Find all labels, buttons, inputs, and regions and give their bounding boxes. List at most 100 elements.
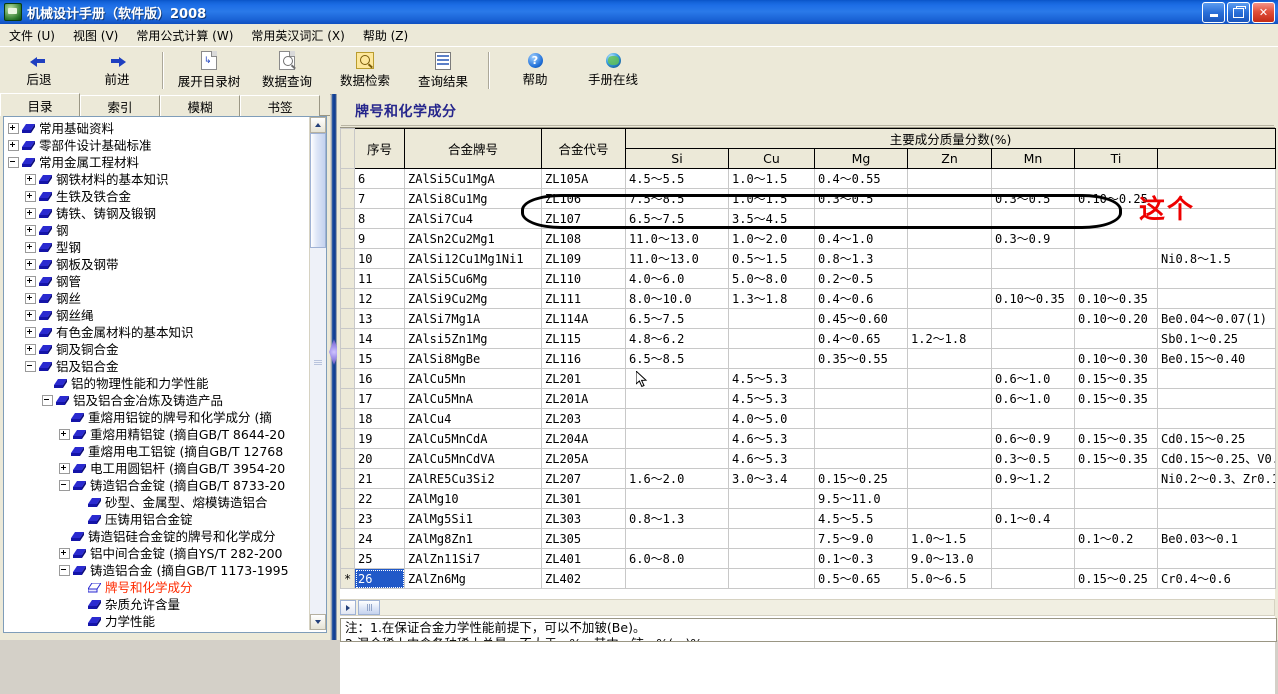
menu-item-help[interactable]: 帮助 (Z) [362, 28, 409, 43]
cell-seq[interactable]: 25 [354, 548, 405, 569]
cell-other[interactable] [1156, 228, 1277, 249]
cell-cu[interactable]: 0.5～1.5 [728, 248, 815, 269]
table-row[interactable]: 24 ZAlMg8Zn1 ZL305 7.5～9.0 1.0～1.5 0.1～0.2 Be0… [340, 528, 1277, 549]
directory-tree[interactable]: 常用基础资料 零部件设计基础标准 常用金属工程材料 钢铁材料的基本知识 生铁及铁合金 铸铁… [4, 117, 310, 630]
cell-ti[interactable] [1074, 548, 1158, 569]
row-header-cell[interactable] [340, 428, 355, 449]
cell-cu[interactable]: 4.5～5.3 [728, 368, 815, 389]
row-header-cell[interactable] [340, 228, 355, 249]
row-header-cell[interactable] [340, 268, 355, 289]
cell-si[interactable] [625, 388, 729, 409]
toolbar-expand-tree-button[interactable]: ↳ 展开目录树 [170, 47, 248, 94]
cell-code[interactable]: ZL111 [541, 288, 626, 309]
expand-plus-icon[interactable] [59, 463, 70, 474]
cell-seq[interactable]: 13 [354, 308, 405, 329]
cell-other[interactable]: Cd0.15～0.25 [1156, 428, 1277, 449]
expand-plus-icon[interactable] [25, 225, 36, 236]
collapse-minus-icon[interactable] [8, 157, 19, 168]
cell-seq[interactable]: 6 [354, 168, 405, 189]
cell-mn[interactable] [991, 348, 1075, 369]
cell-other[interactable]: Cr0.4～0.6 [1156, 568, 1277, 589]
row-header-cell[interactable] [340, 488, 355, 509]
cell-ti[interactable] [1074, 208, 1158, 229]
cell-code[interactable]: ZL110 [541, 268, 626, 289]
cell-grade[interactable]: ZAlCu5MnCdVA [404, 448, 542, 469]
cell-zn[interactable] [907, 208, 992, 229]
cell-zn[interactable]: 5.0～6.5 [907, 568, 992, 589]
row-header-cell[interactable] [340, 248, 355, 269]
cell-ti[interactable]: 0.1～0.2 [1074, 528, 1158, 549]
tree-item[interactable]: 钢铁材料的基本知识 [4, 171, 310, 188]
cell-cu[interactable]: 4.6～5.3 [728, 448, 815, 469]
cell-ti[interactable] [1074, 328, 1158, 349]
tree-item[interactable]: 铜及铜合金 [4, 341, 310, 358]
toolbar-data-query-button[interactable]: 数据查询 [248, 47, 326, 94]
cell-zn[interactable] [907, 348, 992, 369]
cell-seq[interactable]: 9 [354, 228, 405, 249]
cell-mg[interactable]: 7.5～9.0 [814, 528, 908, 549]
cell-mn[interactable] [991, 168, 1075, 189]
maximize-button[interactable] [1227, 2, 1250, 23]
expand-plus-icon[interactable] [25, 344, 36, 355]
cell-mg[interactable] [814, 408, 908, 429]
cell-cu[interactable]: 4.0～5.0 [728, 408, 815, 429]
tree-item[interactable]: 电工用圆铝杆 (摘自GB/T 3954-20 [4, 460, 310, 477]
cell-grade[interactable]: ZAlZn11Si7 [404, 548, 542, 569]
cell-zn[interactable] [907, 388, 992, 409]
cell-other[interactable] [1156, 388, 1277, 409]
row-header-cell[interactable] [340, 348, 355, 369]
cell-mg[interactable]: 0.4～0.65 [814, 328, 908, 349]
cell-ti[interactable] [1074, 168, 1158, 189]
tree-item[interactable]: 钢丝 [4, 290, 310, 307]
cell-other[interactable] [1156, 488, 1277, 509]
cell-cu[interactable] [728, 548, 815, 569]
cell-grade[interactable]: ZAlSi7Cu4 [404, 208, 542, 229]
table-row[interactable]: 21 ZAlRE5Cu3Si2 ZL207 1.6～2.0 3.0～3.4 0.15～0.… [340, 468, 1277, 489]
cell-seq[interactable]: 20 [354, 448, 405, 469]
cell-zn[interactable] [907, 368, 992, 389]
cell-mg[interactable]: 0.8～1.3 [814, 248, 908, 269]
cell-code[interactable]: ZL115 [541, 328, 626, 349]
cell-si[interactable]: 8.0～10.0 [625, 288, 729, 309]
cell-mg[interactable] [814, 428, 908, 449]
row-header-cell[interactable] [340, 548, 355, 569]
cell-grade[interactable]: ZAlCu5MnA [404, 388, 542, 409]
table-row[interactable]: 9 ZAlSn2Cu2Mg1 ZL108 11.0～13.0 1.0～2.0 0.4～1.… [340, 228, 1277, 249]
cell-si[interactable]: 1.6～2.0 [625, 468, 729, 489]
cell-code[interactable]: ZL401 [541, 548, 626, 569]
cell-si[interactable] [625, 568, 729, 589]
cell-zn[interactable] [907, 168, 992, 189]
cell-grade[interactable]: ZAlZn6Mg [404, 568, 542, 589]
table-row[interactable]: 7 ZAlSi8Cu1Mg ZL106 7.5～8.5 1.0～1.5 0.3～0.5 0.… [340, 188, 1277, 209]
menu-item-formulas[interactable]: 常用公式计算 (W) [136, 28, 234, 43]
cell-mn[interactable] [991, 308, 1075, 329]
tree-item[interactable]: 铝及铝合金冶炼及铸造产品 [4, 392, 310, 409]
col-zn[interactable]: Zn [907, 148, 992, 169]
cell-ti[interactable]: 0.10～0.30 [1074, 348, 1158, 369]
cell-mn[interactable]: 0.9～1.2 [991, 468, 1075, 489]
cell-other[interactable] [1156, 188, 1277, 209]
row-header-cell[interactable] [340, 408, 355, 429]
cell-ti[interactable] [1074, 468, 1158, 489]
cell-other[interactable]: Cd0.15～0.25、V0.05～0.3 [1156, 448, 1277, 469]
cell-cu[interactable]: 1.0～1.5 [728, 188, 815, 209]
expand-plus-icon[interactable] [25, 293, 36, 304]
cell-seq[interactable]: 21 [354, 468, 405, 489]
cell-si[interactable]: 4.8～6.2 [625, 328, 729, 349]
cell-other[interactable]: Sb0.1～0.25 [1156, 328, 1277, 349]
tree-item[interactable]: 杂质允许含量 [4, 596, 310, 613]
table-row[interactable]: 8 ZAlSi7Cu4 ZL107 6.5～7.5 3.5～4.5 [340, 208, 1277, 229]
cell-cu[interactable] [728, 568, 815, 589]
cell-mg[interactable]: 0.3～0.5 [814, 188, 908, 209]
tree-item[interactable]: 铸造铝合金锭 (摘自GB/T 8733-20 [4, 477, 310, 494]
expand-plus-icon[interactable] [25, 327, 36, 338]
row-header-cell[interactable] [340, 528, 355, 549]
cell-mg[interactable]: 0.2～0.5 [814, 268, 908, 289]
toolbar-data-search-button[interactable]: 数据检索 [326, 47, 404, 94]
cell-mg[interactable]: 0.5～0.65 [814, 568, 908, 589]
table-row[interactable]: 15 ZAlSi8MgBe ZL116 6.5～8.5 0.35～0.55 0.10～0.… [340, 348, 1277, 369]
tree-item[interactable]: 重熔用精铝锭 (摘自GB/T 8644-20 [4, 426, 310, 443]
cell-seq[interactable]: 10 [354, 248, 405, 269]
cell-mg[interactable]: 4.5～5.5 [814, 508, 908, 529]
cell-zn[interactable] [907, 508, 992, 529]
